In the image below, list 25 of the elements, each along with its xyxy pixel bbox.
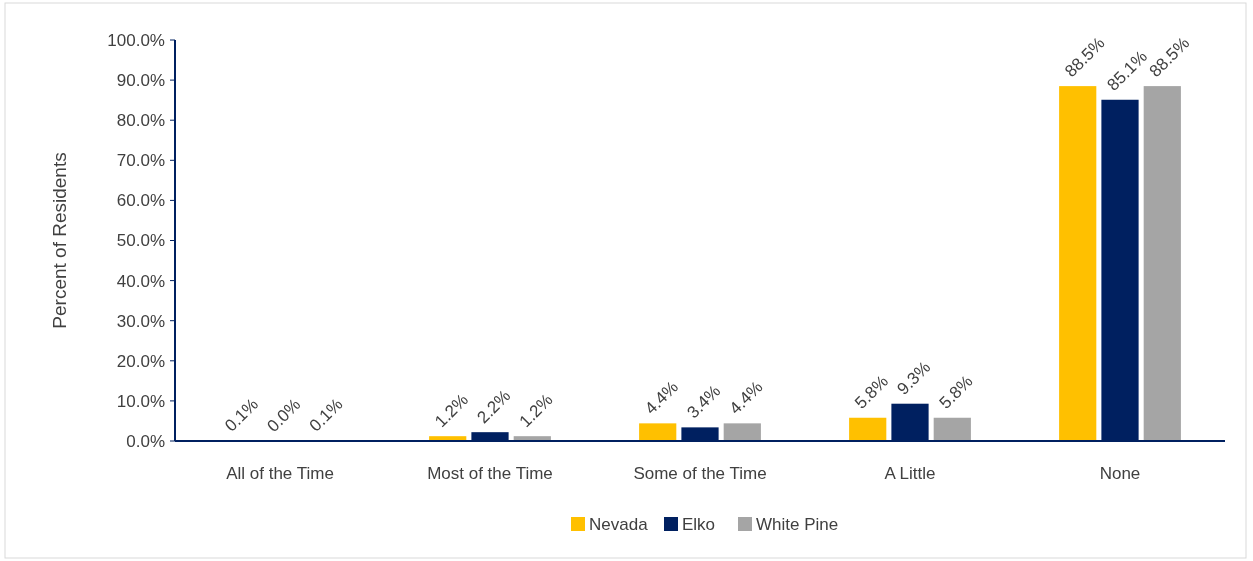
- y-tick-label: 20.0%: [116, 351, 165, 371]
- bar: [849, 417, 887, 441]
- y-tick-label: 90.0%: [116, 71, 165, 91]
- y-tick-label: 40.0%: [116, 271, 165, 291]
- bar: [1059, 86, 1097, 441]
- x-tick-label: A Little: [884, 464, 936, 483]
- y-tick-label: 100.0%: [107, 30, 165, 50]
- bar: [639, 423, 677, 441]
- legend-label: White Pine: [756, 515, 839, 534]
- y-tick-label: 0.0%: [126, 431, 165, 451]
- legend-label: Elko: [682, 515, 716, 534]
- y-tick-label: 60.0%: [116, 191, 165, 211]
- x-tick-label: None: [1099, 464, 1141, 483]
- bar: [723, 423, 761, 441]
- y-tick-label: 30.0%: [116, 311, 165, 331]
- y-tick-label: 80.0%: [116, 111, 165, 131]
- x-tick-label: Most of the Time: [427, 464, 553, 483]
- legend-label: Nevada: [589, 515, 649, 534]
- y-tick-label: 70.0%: [116, 151, 165, 171]
- y-tick-label: 10.0%: [116, 391, 165, 411]
- y-axis-title: Percent of Residents: [49, 152, 70, 329]
- y-tick-label: 50.0%: [116, 231, 165, 251]
- bar: [933, 417, 971, 441]
- x-tick-label: All of the Time: [226, 464, 334, 483]
- x-tick-label: Some of the Time: [633, 464, 767, 483]
